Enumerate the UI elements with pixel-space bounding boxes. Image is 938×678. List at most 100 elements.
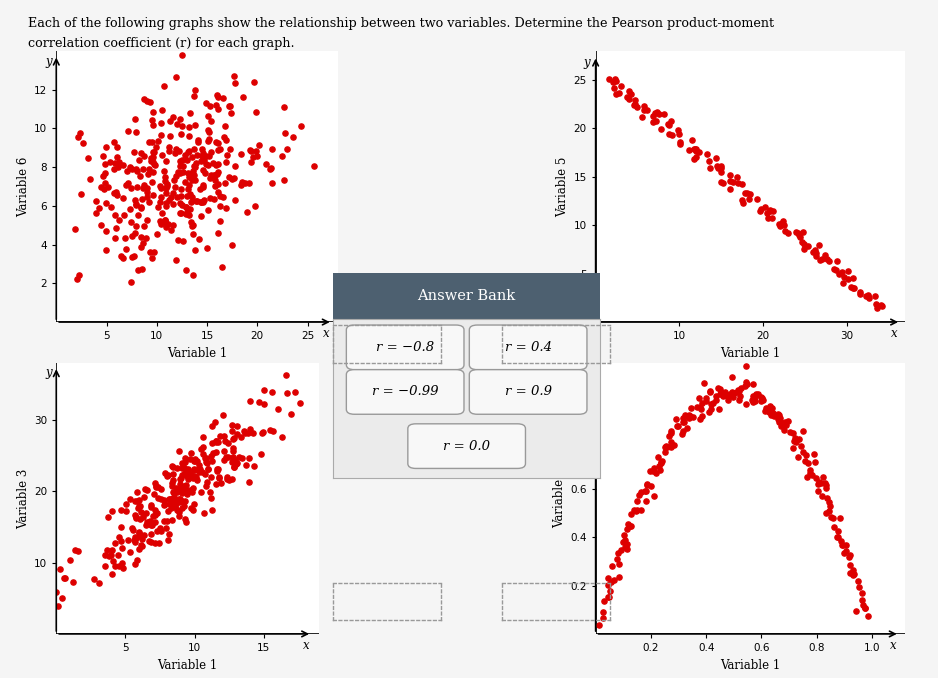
Point (162, 494, 177, 504)
Point (210, 463, 225, 474)
Point (613, 544, 628, 555)
Point (745, 391, 760, 402)
Point (600, 592, 615, 603)
Point (183, 197, 198, 207)
Point (98, 167, 113, 178)
Point (627, 100, 642, 111)
Point (744, 395, 759, 405)
Point (196, 197, 211, 207)
Point (164, 481, 179, 492)
Point (154, 182, 169, 193)
Point (811, 477, 826, 487)
Point (809, 473, 824, 483)
Point (211, 473, 226, 483)
Point (186, 228, 201, 239)
Point (226, 71, 241, 82)
Point (97, 183, 112, 194)
Point (824, 511, 839, 522)
Point (177, 177, 192, 188)
Point (202, 127, 217, 138)
Point (197, 195, 212, 205)
Point (648, 468, 663, 479)
Point (148, 141, 163, 152)
Point (835, 540, 850, 551)
Point (683, 411, 698, 422)
Point (99, 544, 114, 555)
Point (226, 462, 241, 473)
Point (739, 360, 754, 371)
Point (605, 77, 620, 87)
Point (243, 396, 258, 407)
Point (179, 191, 194, 201)
Point (131, 495, 146, 506)
Point (246, 427, 261, 438)
Point (209, 169, 224, 180)
Point (277, 174, 292, 185)
Point (648, 108, 663, 119)
Point (153, 219, 168, 230)
Point (639, 486, 654, 497)
Point (173, 207, 188, 218)
Point (265, 177, 280, 188)
Point (180, 184, 195, 195)
Point (193, 487, 208, 498)
Point (249, 145, 264, 156)
Point (643, 480, 658, 491)
Point (204, 456, 219, 466)
Point (174, 496, 189, 506)
Point (622, 85, 637, 96)
Point (771, 414, 786, 424)
Point (219, 203, 234, 214)
Point (132, 171, 147, 182)
Point (123, 216, 138, 227)
Point (793, 231, 808, 242)
Point (662, 120, 677, 131)
Point (219, 473, 234, 484)
Point (128, 496, 143, 506)
Point (182, 468, 197, 479)
Point (181, 167, 196, 178)
Point (57, 572, 72, 583)
Point (265, 143, 280, 154)
Point (179, 201, 194, 212)
Point (172, 146, 187, 157)
Text: x: x (303, 639, 310, 652)
Point (720, 395, 735, 405)
Point (244, 157, 259, 167)
Point (204, 421, 219, 432)
Point (168, 483, 183, 494)
Point (778, 226, 793, 237)
Point (68, 224, 83, 235)
Point (854, 595, 869, 605)
Point (111, 561, 126, 572)
Point (182, 122, 197, 133)
Point (849, 606, 864, 617)
Point (693, 401, 708, 412)
Point (116, 210, 131, 221)
Point (228, 455, 243, 466)
Point (722, 170, 737, 180)
Point (681, 412, 696, 423)
Point (161, 142, 176, 153)
Point (218, 436, 233, 447)
Point (70, 545, 85, 556)
Text: y: y (45, 55, 52, 68)
Point (177, 452, 192, 463)
Point (874, 300, 889, 311)
Point (777, 425, 792, 436)
Point (103, 201, 118, 212)
Point (174, 483, 189, 494)
Point (204, 170, 219, 180)
Point (731, 384, 746, 395)
Point (128, 532, 143, 542)
Point (198, 452, 213, 463)
Point (127, 146, 142, 157)
Point (71, 132, 86, 142)
Point (128, 510, 143, 521)
Point (755, 395, 770, 405)
Point (643, 466, 658, 477)
Point (124, 277, 139, 287)
Point (149, 525, 164, 536)
Point (758, 403, 773, 414)
Point (696, 378, 711, 388)
